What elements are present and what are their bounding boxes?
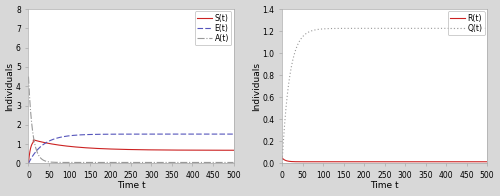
Legend: S(t), E(t), A(t): S(t), E(t), A(t): [194, 11, 231, 45]
Legend: R(t), Q(t): R(t), Q(t): [448, 11, 485, 35]
Q(t): [379, 27, 385, 30]
S(t): [36, 140, 42, 142]
Q(t): [279, 162, 285, 165]
Q(t): [484, 27, 490, 30]
A(t): [230, 161, 236, 164]
R(t): [440, 161, 446, 163]
Q(t): [374, 27, 380, 30]
R(t): [279, 157, 285, 159]
S(t): [187, 149, 193, 151]
S(t): [224, 149, 230, 152]
X-axis label: Time t: Time t: [370, 181, 399, 191]
Y-axis label: Individuals: Individuals: [252, 62, 261, 111]
R(t): [484, 161, 490, 163]
R(t): [404, 161, 410, 163]
E(t): [120, 133, 126, 135]
R(t): [379, 161, 385, 163]
S(t): [30, 139, 36, 141]
Line: A(t): A(t): [28, 77, 234, 162]
S(t): [120, 148, 126, 151]
S(t): [230, 149, 236, 152]
Q(t): [478, 27, 484, 30]
Line: R(t): R(t): [282, 158, 487, 162]
Line: S(t): S(t): [28, 140, 234, 163]
Line: Q(t): Q(t): [282, 28, 487, 163]
Q(t): [478, 27, 484, 30]
A(t): [224, 161, 230, 164]
A(t): [26, 75, 32, 78]
A(t): [120, 161, 126, 164]
R(t): [374, 161, 380, 163]
E(t): [36, 147, 42, 149]
Q(t): [290, 60, 296, 62]
A(t): [196, 161, 202, 164]
S(t): [26, 162, 32, 165]
E(t): [187, 133, 193, 135]
Line: E(t): E(t): [28, 134, 234, 163]
S(t): [126, 148, 132, 151]
R(t): [290, 161, 296, 163]
E(t): [224, 133, 230, 135]
E(t): [26, 162, 32, 165]
E(t): [125, 133, 131, 135]
E(t): [224, 133, 230, 135]
X-axis label: Time t: Time t: [116, 181, 146, 191]
R(t): [478, 161, 484, 163]
A(t): [187, 161, 193, 164]
A(t): [36, 155, 42, 157]
A(t): [125, 161, 131, 164]
Y-axis label: Individuals: Individuals: [6, 62, 15, 111]
R(t): [478, 161, 484, 163]
Q(t): [440, 27, 446, 30]
A(t): [224, 161, 230, 164]
S(t): [224, 149, 230, 152]
E(t): [230, 133, 236, 135]
